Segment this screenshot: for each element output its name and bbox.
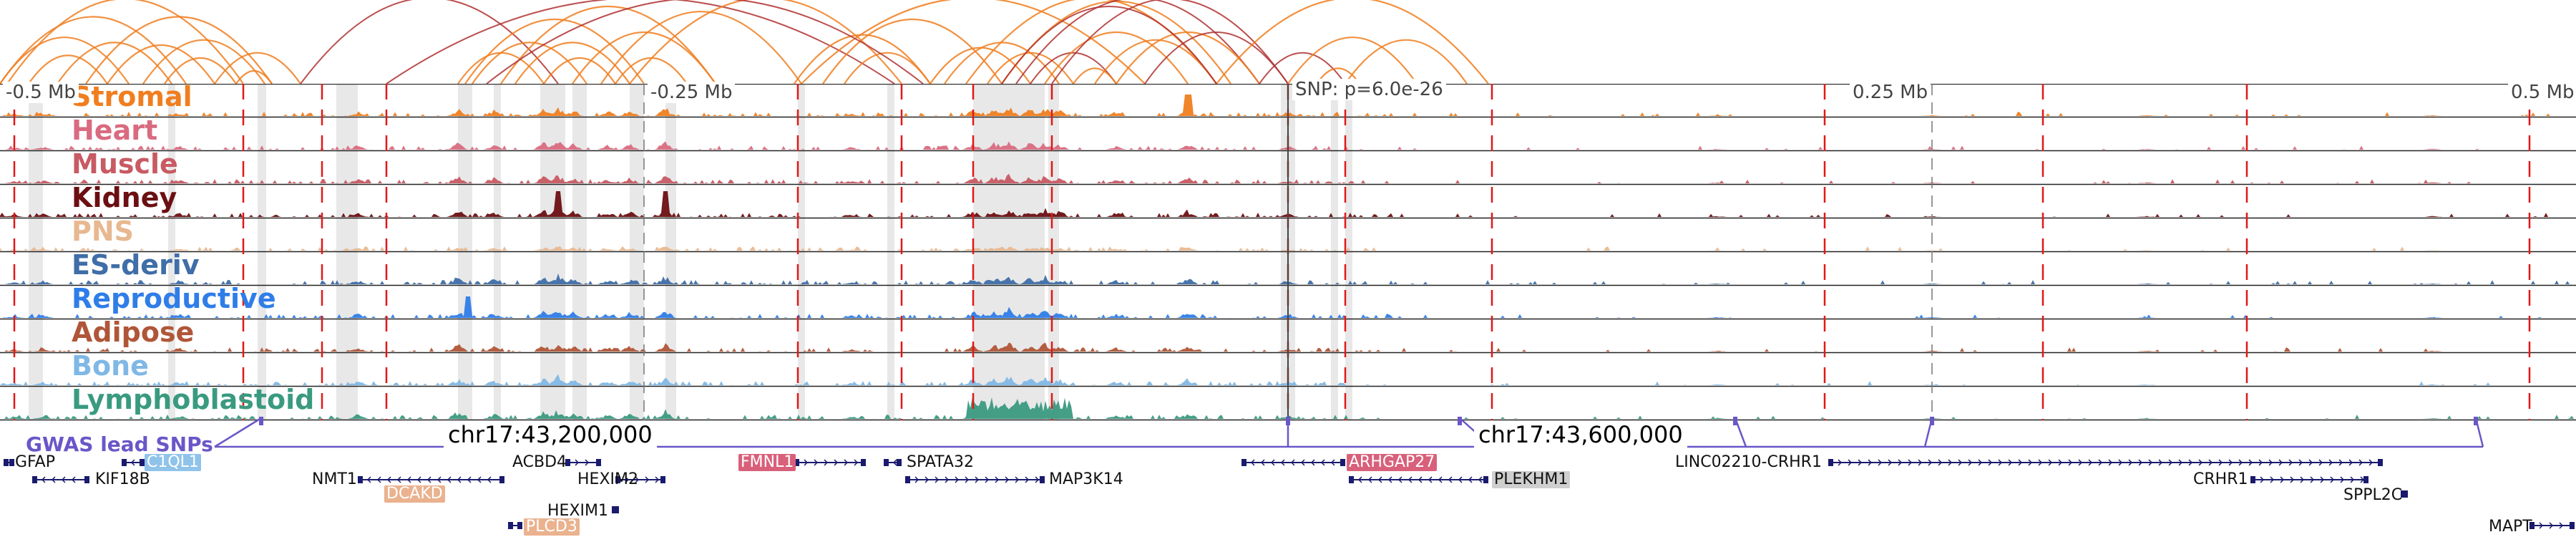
gwas-snp-marker bbox=[259, 417, 263, 425]
loop-arc bbox=[235, 70, 273, 84]
loop-arc bbox=[1094, 39, 1217, 84]
gene-map3k14[interactable]: MAP3K14 bbox=[1049, 470, 1123, 488]
loop-arc bbox=[107, 44, 215, 84]
loop-arc bbox=[457, 52, 545, 84]
loop-arc bbox=[386, 0, 895, 84]
gene-plekhm1[interactable]: PLEKHM1 bbox=[1492, 471, 1571, 488]
axis-mid-right-label: 0.25 Mb bbox=[1850, 82, 1931, 103]
gene-kif18b[interactable]: KIF18B bbox=[95, 470, 150, 488]
signal-tracks bbox=[0, 84, 2576, 421]
loop-arc bbox=[987, 52, 1074, 84]
gene-plcd3[interactable]: PLCD3 bbox=[524, 518, 580, 536]
loop-arc bbox=[1044, 31, 1189, 84]
gwas-snp-marker bbox=[1733, 417, 1737, 425]
loop-arc bbox=[794, 34, 931, 84]
gene-acbd4[interactable]: ACBD4 bbox=[512, 453, 567, 471]
gene-linc02210-crhr1[interactable]: LINC02210-CRHR1 bbox=[1675, 453, 1822, 471]
gene-dcakd[interactable]: DCAKD bbox=[384, 485, 445, 503]
loop-arc bbox=[615, 57, 688, 84]
gene-fmnl1[interactable]: FMNL1 bbox=[738, 454, 796, 471]
loop-arc bbox=[0, 37, 130, 84]
loop-arc bbox=[142, 39, 265, 84]
loop-arc bbox=[1116, 31, 1260, 84]
loop-arc bbox=[500, 5, 716, 84]
loop-arc bbox=[1259, 52, 1346, 84]
loop-arc bbox=[1287, 37, 1418, 84]
gwas-snp-marker bbox=[1458, 417, 1462, 425]
gwas-snp-marker bbox=[2474, 417, 2478, 425]
loop-arc bbox=[1316, 67, 1360, 84]
gene-nmt1[interactable]: NMT1 bbox=[312, 470, 357, 488]
gene-hexim2[interactable]: HEXIM2 bbox=[577, 470, 638, 488]
loop-arc bbox=[164, 57, 237, 84]
loop-arc bbox=[844, 52, 931, 84]
gene-sppl2c[interactable]: SPPL2C bbox=[2343, 486, 2403, 504]
chromatin-loop-arcs bbox=[0, 0, 1489, 84]
loop-arc bbox=[822, 18, 1002, 84]
gene-mapt[interactable]: MAPT bbox=[2489, 518, 2532, 536]
loop-arc bbox=[6, 0, 244, 84]
loop-arc bbox=[28, 54, 108, 84]
gene-spata32[interactable]: SPATA32 bbox=[907, 453, 974, 471]
loop-arc bbox=[1345, 39, 1468, 84]
gwas-snp-marker bbox=[1930, 417, 1934, 425]
loop-arc bbox=[944, 42, 1060, 84]
gwas-snp-tick bbox=[214, 417, 262, 448]
loop-arc bbox=[300, 0, 559, 84]
axis-right-label: 0.5 Mb bbox=[2508, 82, 2576, 103]
gene-hexim1[interactable]: HEXIM1 bbox=[547, 502, 608, 520]
loop-arc bbox=[1144, 32, 1289, 84]
loop-arc bbox=[486, 0, 924, 84]
loop-arc bbox=[543, 57, 616, 84]
axis-left-label: -0.5 Mb bbox=[3, 82, 79, 103]
gwas-and-gene-track bbox=[4, 417, 2575, 529]
loop-arc bbox=[1001, 6, 1217, 84]
loop-arc bbox=[472, 42, 587, 84]
gwas-snp-marker bbox=[1286, 417, 1290, 425]
loop-arc bbox=[1030, 52, 1117, 84]
loop-arc bbox=[1051, 0, 1289, 84]
loop-arc bbox=[464, 18, 645, 84]
coord-left-label: chr17:43,200,000 bbox=[444, 421, 657, 448]
gene-gfap[interactable]: GFAP bbox=[15, 453, 55, 471]
loop-arc bbox=[1015, 0, 1260, 84]
loop-arc bbox=[0, 16, 187, 84]
axis-mid-left-label: -0.25 Mb bbox=[648, 82, 736, 103]
loop-arc bbox=[1073, 67, 1117, 84]
loop-arc bbox=[600, 11, 802, 84]
gene-c1ql1[interactable]: C1QL1 bbox=[145, 454, 201, 471]
loop-arc bbox=[1216, 0, 1489, 84]
snp-pvalue-label: SNP: p=6.0e-26 bbox=[1292, 79, 1446, 100]
loop-arc bbox=[514, 42, 630, 84]
gene-arhgap27[interactable]: ARHGAP27 bbox=[1347, 454, 1438, 471]
gene-crhr1[interactable]: CRHR1 bbox=[2193, 470, 2248, 488]
loop-arc bbox=[801, 0, 1146, 84]
loop-arc bbox=[214, 52, 301, 84]
gwas-lead-snps-label: GWAS lead SNPs bbox=[26, 432, 213, 456]
loop-arc bbox=[572, 31, 716, 84]
coord-right-label: chr17:43,600,000 bbox=[1474, 421, 1687, 448]
loop-arc bbox=[85, 16, 273, 84]
